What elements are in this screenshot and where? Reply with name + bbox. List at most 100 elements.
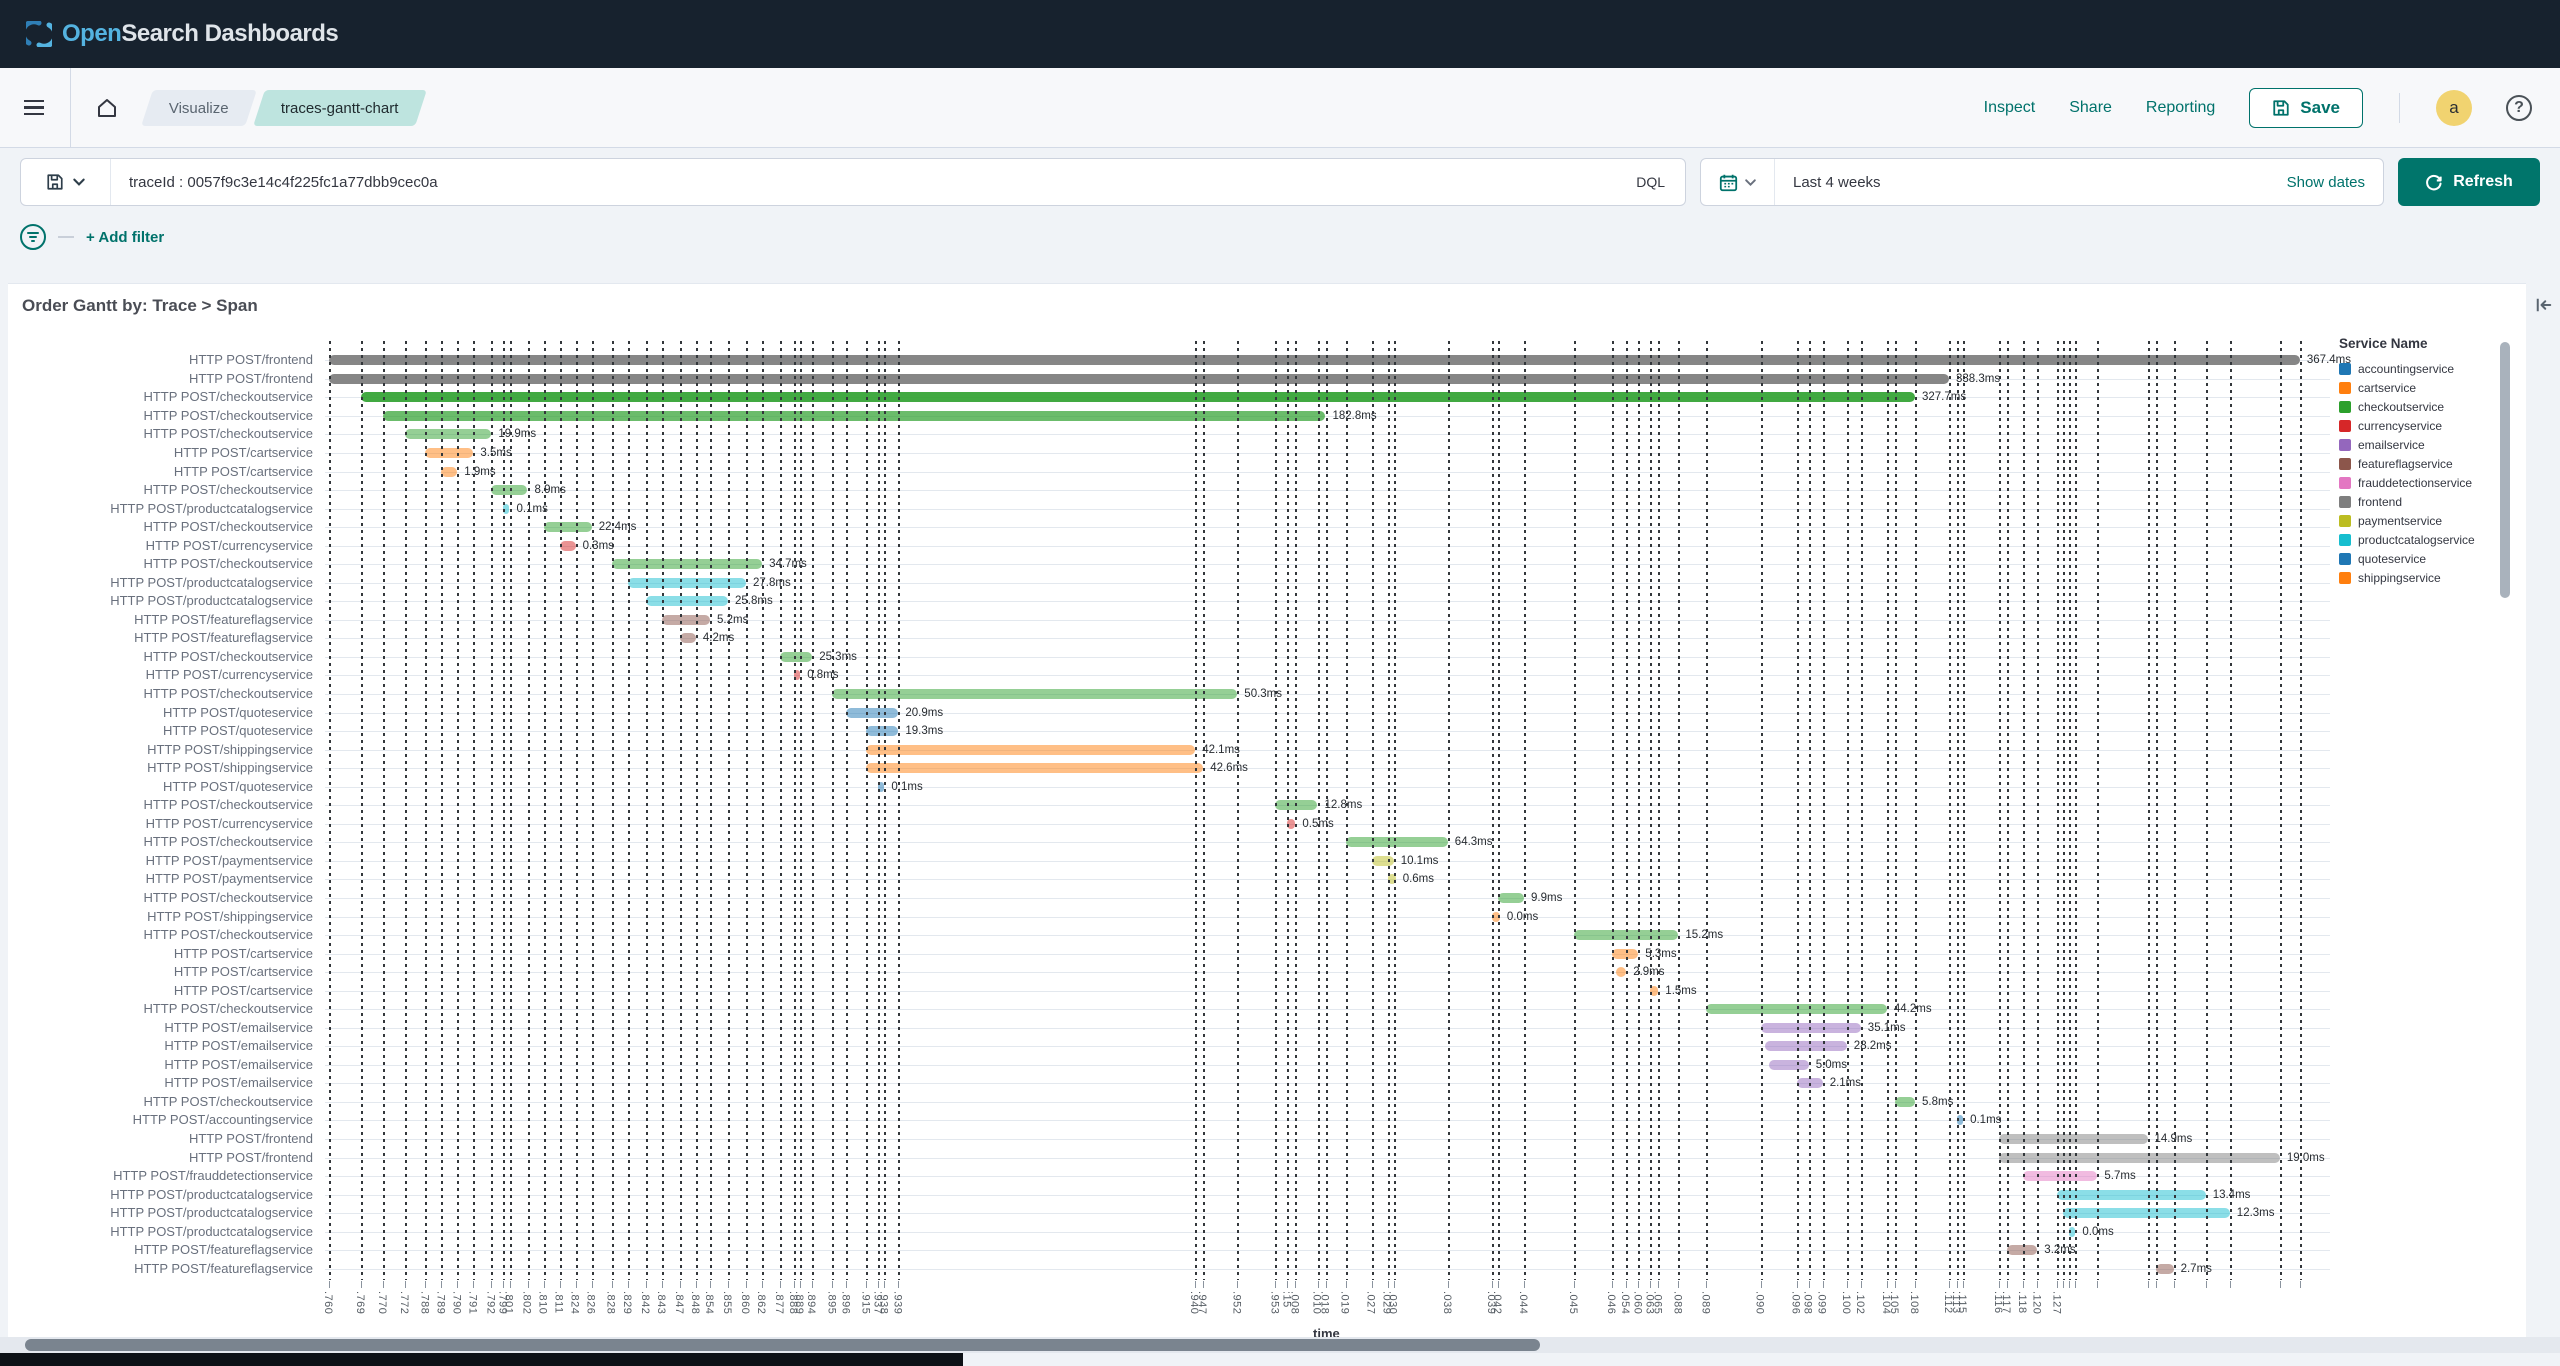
gantt-bar[interactable] xyxy=(2023,1171,2098,1181)
query-language-button[interactable]: DQL xyxy=(1636,174,1665,190)
time-range-value[interactable]: Last 4 weeks xyxy=(1793,173,1881,191)
reporting-link[interactable]: Reporting xyxy=(2145,98,2216,116)
menu-button[interactable] xyxy=(12,86,56,130)
breadcrumb-current[interactable]: traces-gantt-chart xyxy=(252,89,427,126)
gantt-row-label: HTTP POST/cartservice xyxy=(173,463,313,479)
help-icon[interactable]: ? xyxy=(2506,94,2532,121)
gantt-bar[interactable] xyxy=(794,670,801,681)
gantt-bar[interactable] xyxy=(1768,1059,1809,1070)
gantt-bar[interactable] xyxy=(361,392,1915,403)
avatar[interactable]: a xyxy=(2436,89,2472,126)
x-axis-tick xyxy=(503,1281,505,1288)
gantt-bar[interactable] xyxy=(611,559,763,570)
gantt-bar[interactable] xyxy=(1616,967,1627,978)
gantt-bar[interactable] xyxy=(2069,1226,2076,1237)
time-gridline xyxy=(611,341,614,1280)
breadcrumb-visualize[interactable]: Visualize xyxy=(141,89,257,126)
share-link[interactable]: Share xyxy=(2069,98,2112,116)
x-axis-tick-label: .112 xyxy=(1942,1291,1955,1314)
legend-item[interactable]: productcatalogservice xyxy=(2339,530,2507,549)
legend-item[interactable]: frontend xyxy=(2339,492,2507,511)
horizontal-scrollbar-track[interactable] xyxy=(0,1337,2560,1353)
gantt-bar[interactable] xyxy=(1387,874,1396,885)
gantt-bar[interactable] xyxy=(846,707,899,718)
gantt-bar[interactable] xyxy=(1760,1022,1861,1033)
gantt-bar[interactable] xyxy=(866,763,1204,774)
x-axis-tick-label: .099 xyxy=(1815,1291,1828,1315)
filter-icon[interactable] xyxy=(20,224,46,250)
gantt-bar[interactable] xyxy=(1650,985,1659,996)
horizontal-scrollbar-thumb[interactable] xyxy=(25,1339,1540,1351)
gantt-bar[interactable] xyxy=(1371,855,1394,866)
legend-item[interactable]: accountingservice xyxy=(2339,359,2507,378)
gantt-bar[interactable] xyxy=(1287,818,1296,829)
gantt-bar[interactable] xyxy=(405,429,492,440)
gantt-bar[interactable] xyxy=(878,781,885,792)
duration-label: 5.3ms xyxy=(1645,947,1677,960)
query-input[interactable]: traceId : 0057f9c3e14c4f225fc1a77dbb9cec… xyxy=(129,173,438,191)
gantt-bar[interactable] xyxy=(1894,1096,1915,1107)
gantt-bar[interactable] xyxy=(866,744,1196,755)
row-gridline xyxy=(325,897,2330,899)
gantt-bar[interactable] xyxy=(1345,837,1448,848)
gantt-bar[interactable] xyxy=(383,410,1326,421)
refresh-button[interactable]: Refresh xyxy=(2398,158,2540,206)
gantt-bar[interactable] xyxy=(543,522,592,533)
gantt-bar[interactable] xyxy=(425,448,474,458)
time-gridline xyxy=(1317,341,1320,1280)
gantt-bar[interactable] xyxy=(627,577,747,588)
gantt-bar[interactable] xyxy=(1497,892,1524,903)
row-gridline xyxy=(325,619,2330,621)
home-button[interactable] xyxy=(85,86,129,130)
legend-item[interactable]: checkoutservice xyxy=(2339,397,2507,416)
gantt-bar[interactable] xyxy=(503,503,510,514)
gantt-bar[interactable] xyxy=(1999,1133,2148,1144)
gantt-bar[interactable] xyxy=(329,355,2300,366)
gantt-bar[interactable] xyxy=(1999,1152,2280,1163)
gantt-bar[interactable] xyxy=(1706,1004,1887,1015)
legend-item[interactable]: emailservice xyxy=(2339,435,2507,454)
gantt-bar[interactable] xyxy=(559,540,576,551)
gantt-bar[interactable] xyxy=(1491,911,1500,922)
legend-item[interactable]: paymentservice xyxy=(2339,511,2507,530)
x-axis-tick xyxy=(1203,1281,1205,1288)
date-quick-menu-button[interactable] xyxy=(1701,159,1775,205)
inspect-link[interactable]: Inspect xyxy=(1983,98,2036,116)
legend-item[interactable]: featureflagservice xyxy=(2339,454,2507,473)
gantt-bar[interactable] xyxy=(645,596,728,607)
gantt-bar[interactable] xyxy=(2007,1245,2038,1256)
gantt-bar[interactable] xyxy=(679,633,696,644)
gantt-bar[interactable] xyxy=(2063,1208,2230,1219)
time-gridline xyxy=(812,341,815,1280)
save-button[interactable]: Save xyxy=(2249,87,2363,128)
gantt-bar[interactable] xyxy=(491,485,528,496)
row-gridline xyxy=(325,1120,2330,1122)
gantt-bar[interactable] xyxy=(866,726,899,737)
gantt-bar[interactable] xyxy=(832,689,1238,699)
gantt-row-label: HTTP POST/accountingservice xyxy=(132,1112,313,1128)
legend-item[interactable]: quoteservice xyxy=(2339,549,2507,568)
time-gridline xyxy=(1822,341,1825,1280)
saved-query-menu-button[interactable] xyxy=(21,159,111,205)
x-axis-tick-label: .854 xyxy=(703,1291,715,1315)
legend-item[interactable]: shippingservice xyxy=(2339,568,2507,587)
show-dates-button[interactable]: Show dates xyxy=(2286,173,2365,191)
gantt-bar[interactable] xyxy=(1612,948,1639,959)
collapse-panel-icon[interactable] xyxy=(2534,295,2554,315)
gantt-bar[interactable] xyxy=(329,373,1949,384)
add-filter-button[interactable]: + Add filter xyxy=(86,228,165,246)
gantt-bar[interactable] xyxy=(2155,1263,2174,1274)
gantt-bar[interactable] xyxy=(2057,1189,2206,1200)
legend-item[interactable]: frauddetectionservice xyxy=(2339,473,2507,492)
time-gridline xyxy=(2023,341,2026,1280)
gantt-bar[interactable] xyxy=(441,466,458,477)
legend-item[interactable]: currencyservice xyxy=(2339,416,2507,435)
gantt-bar[interactable] xyxy=(661,614,710,625)
gantt-bar[interactable] xyxy=(1764,1041,1847,1052)
vertical-scrollbar[interactable] xyxy=(2500,342,2510,598)
legend-item[interactable]: cartservice xyxy=(2339,378,2507,397)
x-axis-tick xyxy=(1497,1281,1499,1288)
opensearch-logo[interactable]: OpenSearch Dashboards xyxy=(26,20,339,48)
x-axis-tick xyxy=(1822,1281,1824,1288)
gantt-bar[interactable] xyxy=(1957,1115,1964,1126)
